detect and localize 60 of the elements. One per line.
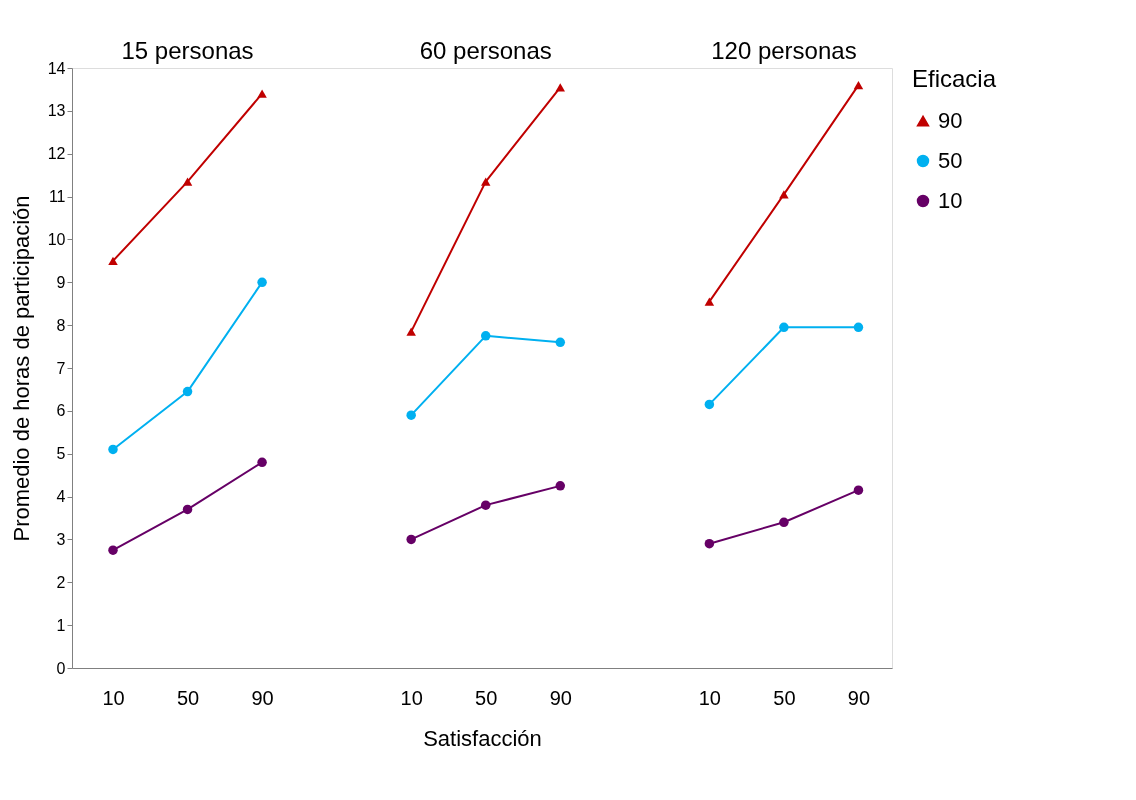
point <box>779 517 789 528</box>
point <box>257 277 267 288</box>
text: 60 personas <box>419 37 552 64</box>
point <box>182 177 193 186</box>
y-tick-label: 8 <box>56 316 66 334</box>
point <box>406 327 416 336</box>
y-tick-label: 11 <box>48 188 66 206</box>
point <box>108 256 118 265</box>
y-tick-label: 0 <box>56 659 66 677</box>
x-tick-label: 10 <box>102 686 125 709</box>
y-tick-label: 13 <box>47 102 66 120</box>
x-tick-label: 50 <box>475 686 498 709</box>
legend-label: 10 <box>938 188 963 213</box>
y-tick-label: 7 <box>56 359 66 377</box>
x-tick-label: 90 <box>251 686 274 709</box>
y-tick-label: 1 <box>56 616 66 634</box>
y-tick-label: 4 <box>56 488 66 506</box>
y-tick-label: 2 <box>56 573 66 591</box>
x-tick-label: 10 <box>698 686 721 709</box>
point <box>555 481 566 491</box>
y-tick-label: 5 <box>56 445 66 463</box>
point <box>108 545 118 555</box>
point <box>480 177 491 186</box>
point <box>480 500 491 510</box>
point <box>779 322 789 333</box>
legend-label: 90 <box>938 108 963 133</box>
x-tick-label: 90 <box>847 686 871 709</box>
x-tick-label: 50 <box>773 686 796 709</box>
point <box>704 297 715 306</box>
point <box>853 81 864 90</box>
point <box>182 504 193 515</box>
y-axis-title: Promedio de horas de participación <box>8 195 34 542</box>
text: 15 personas <box>121 37 254 64</box>
x-tick-label: 10 <box>400 686 423 709</box>
point <box>853 485 864 495</box>
point <box>406 410 416 420</box>
point <box>555 337 566 348</box>
point <box>406 534 416 545</box>
y-tick-label: 3 <box>56 530 66 548</box>
x-tick-label: 90 <box>549 686 572 709</box>
point <box>704 538 715 549</box>
y-tick-label: 14 <box>47 59 66 77</box>
y-tick-label: 9 <box>56 273 66 291</box>
x-axis-title: Satisfacción <box>423 725 542 751</box>
y-tick-label: 6 <box>56 402 66 420</box>
point <box>704 399 715 410</box>
legend-title: Eficacia <box>912 65 997 92</box>
point <box>555 83 566 92</box>
x-tick-label: 50 <box>176 686 200 709</box>
point <box>257 89 267 98</box>
point <box>257 457 267 468</box>
y-tick-label: 10 <box>47 230 66 248</box>
point <box>480 331 491 341</box>
y-tick-label: 12 <box>47 145 66 163</box>
point <box>779 190 789 199</box>
text: 120 personas <box>711 37 857 64</box>
point <box>108 444 118 455</box>
point <box>853 322 864 333</box>
legend-label: 50 <box>938 148 963 173</box>
point <box>182 386 193 397</box>
